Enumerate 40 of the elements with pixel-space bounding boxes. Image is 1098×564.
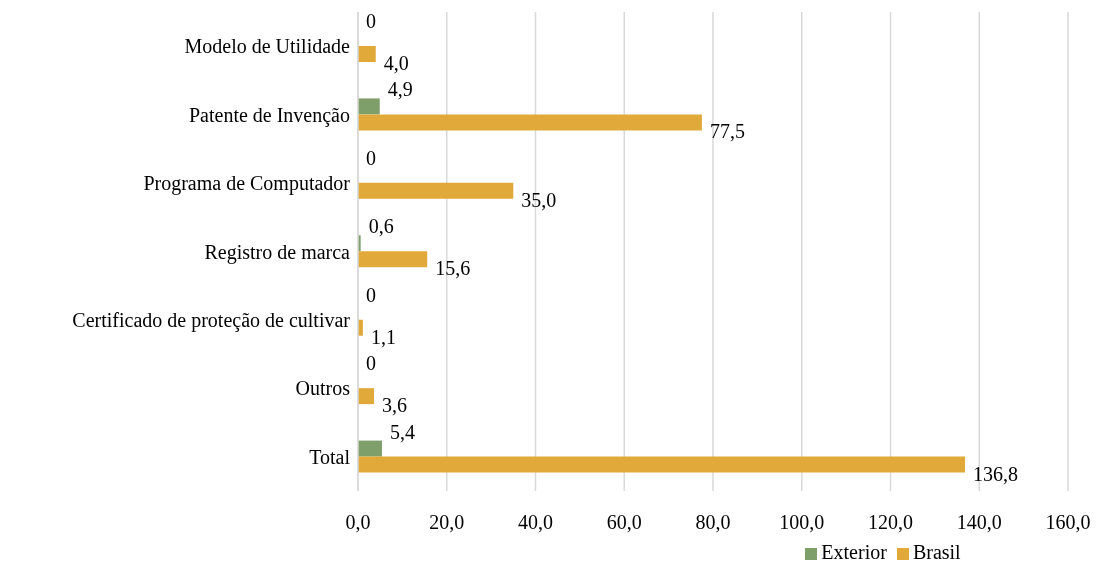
bar [358, 182, 514, 199]
bar [358, 440, 382, 457]
x-tick-label: 80,0 [695, 511, 731, 534]
x-tick-label: 40,0 [518, 511, 553, 534]
legend-label: Brasil [912, 541, 961, 563]
data-label: 3,6 [381, 394, 407, 417]
bar [358, 456, 966, 473]
bar [358, 98, 380, 115]
data-label: 77,5 [709, 120, 745, 143]
y-tick-label: Registro de marca [204, 240, 351, 264]
data-label: 0 [366, 283, 377, 306]
data-label: 15,6 [435, 257, 471, 280]
data-label: 0 [366, 352, 377, 375]
x-tick-label: 20,0 [429, 511, 465, 534]
data-label: 0 [366, 10, 377, 32]
y-tick-label: Total [309, 445, 351, 468]
y-tick-label: Certificado de proteção de cultivar [72, 309, 351, 333]
x-tick-label: 160,0 [1045, 511, 1091, 534]
legend-label: Exterior [821, 541, 887, 563]
x-tick-label: 140,0 [956, 511, 1002, 534]
data-label: 4,9 [387, 78, 413, 101]
y-tick-label: Programa de Computador [143, 172, 351, 196]
bar [358, 388, 374, 405]
data-label: 0,6 [368, 215, 394, 238]
data-label: 0 [366, 146, 377, 169]
data-label: 136,8 [973, 462, 1019, 485]
data-label: 35,0 [521, 188, 557, 211]
bar [358, 114, 702, 131]
x-tick-label: 120,0 [868, 511, 913, 534]
x-tick-label: 0,0 [345, 511, 371, 534]
bar [358, 46, 376, 62]
y-tick-label: Outros [295, 377, 351, 400]
x-tick-label: 100,0 [779, 511, 825, 534]
bar [358, 251, 428, 268]
y-tick-label: Patente de Invenção [188, 103, 350, 127]
data-label: 5,4 [389, 420, 415, 443]
data-label: 1,1 [370, 325, 396, 348]
y-tick-label: Modelo de Utilidade [184, 35, 351, 58]
data-label: 4,0 [383, 52, 409, 74]
x-tick-label: 60,0 [606, 511, 642, 534]
